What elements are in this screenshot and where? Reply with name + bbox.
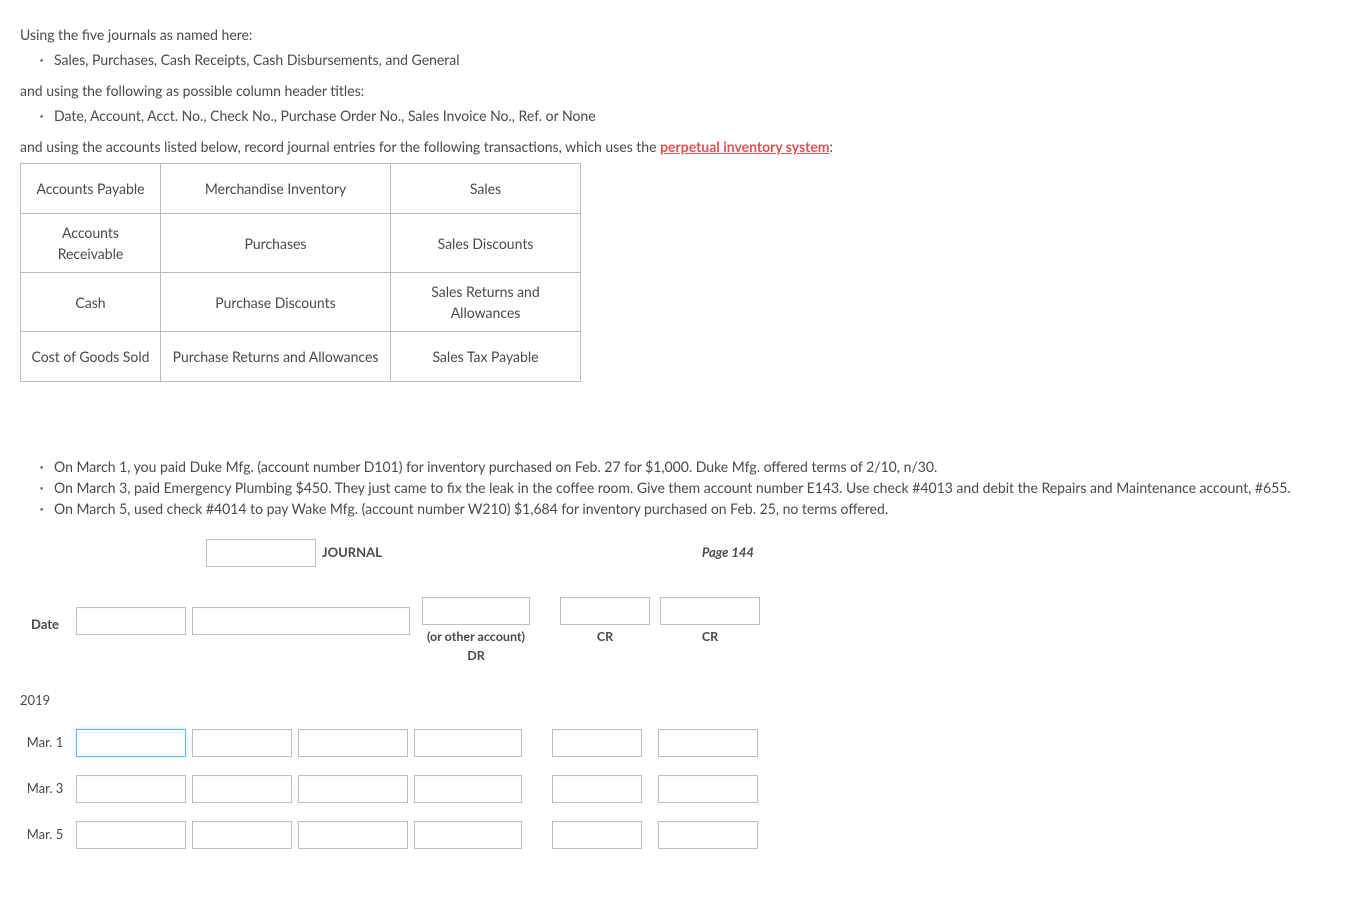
accounts-table: Accounts Payable Merchandise Inventory S… [20, 163, 581, 382]
perpetual-inventory-link[interactable]: perpetual inventory system [660, 138, 829, 155]
row1-col5-input[interactable] [552, 729, 642, 757]
transactions-list: On March 1, you paid Duke Mfg. (account … [20, 456, 1331, 519]
row2-col5-input[interactable] [552, 775, 642, 803]
date-header-label: Date [31, 616, 59, 632]
row3-col2-input[interactable] [192, 821, 292, 849]
col-header-input-1[interactable] [76, 607, 186, 635]
row1-col3-input[interactable] [298, 729, 408, 757]
journal-row: Mar. 3 [20, 775, 1331, 803]
journal-page-label: Page 144 [702, 543, 754, 563]
accounts-cell: Purchases [161, 214, 391, 273]
intro-bullet-list-2: Date, Account, Acct. No., Check No., Pur… [20, 105, 1331, 126]
row2-col1-input[interactable] [76, 775, 186, 803]
row3-col4-input[interactable] [414, 821, 522, 849]
transaction-item: On March 3, paid Emergency Plumbing $450… [40, 477, 1331, 498]
accounts-cell: Sales Tax Payable [391, 332, 581, 382]
row-date-label: Mar. 3 [20, 779, 70, 799]
row2-col3-input[interactable] [298, 775, 408, 803]
journal-row: Mar. 5 [20, 821, 1331, 849]
accounts-cell: Purchase Discounts [161, 273, 391, 332]
intro-bullet-1: Sales, Purchases, Cash Receipts, Cash Di… [40, 49, 1331, 70]
year-label: 2019 [20, 691, 70, 711]
accounts-cell: Sales [391, 164, 581, 214]
row1-col1-input[interactable] [76, 729, 186, 757]
intro-line-3: and using the accounts listed below, rec… [20, 136, 1331, 157]
col-header-input-3[interactable] [422, 597, 530, 625]
accounts-cell: Accounts Payable [21, 164, 161, 214]
col-header-input-5[interactable] [660, 597, 760, 625]
journal-title-label: JOURNAL [322, 543, 382, 563]
row1-col6-input[interactable] [658, 729, 758, 757]
intro-bullet-list-1: Sales, Purchases, Cash Receipts, Cash Di… [20, 49, 1331, 70]
transaction-item: On March 5, used check #4014 to pay Wake… [40, 498, 1331, 519]
row3-col3-input[interactable] [298, 821, 408, 849]
intro-line-2: and using the following as possible colu… [20, 80, 1331, 101]
col4-sublabel-2: DR [467, 648, 485, 663]
col4-sublabel-1: (or other account) [427, 629, 525, 644]
col-header-input-4[interactable] [560, 597, 650, 625]
accounts-cell: Accounts Receivable [21, 214, 161, 273]
journal-row: Mar. 1 [20, 729, 1331, 757]
row3-col6-input[interactable] [658, 821, 758, 849]
row2-col6-input[interactable] [658, 775, 758, 803]
accounts-cell: Cost of Goods Sold [21, 332, 161, 382]
accounts-cell: Purchase Returns and Allowances [161, 332, 391, 382]
transaction-item: On March 1, you paid Duke Mfg. (account … [40, 456, 1331, 477]
journal-title-input[interactable] [206, 539, 316, 567]
col5-label: CR [597, 629, 613, 644]
accounts-cell: Cash [21, 273, 161, 332]
col6-label: CR [702, 629, 718, 644]
accounts-cell: Sales Returns and Allowances [391, 273, 581, 332]
row3-col1-input[interactable] [76, 821, 186, 849]
journal-section: JOURNAL Page 144 Date (or other account)… [20, 539, 1331, 849]
col-header-input-2[interactable] [192, 607, 410, 635]
intro-bullet-2: Date, Account, Acct. No., Check No., Pur… [40, 105, 1331, 126]
accounts-cell: Merchandise Inventory [161, 164, 391, 214]
row1-col2-input[interactable] [192, 729, 292, 757]
row3-col5-input[interactable] [552, 821, 642, 849]
row1-col4-input[interactable] [414, 729, 522, 757]
row-date-label: Mar. 5 [20, 825, 70, 845]
accounts-cell: Sales Discounts [391, 214, 581, 273]
row2-col2-input[interactable] [192, 775, 292, 803]
row2-col4-input[interactable] [414, 775, 522, 803]
intro-line-1: Using the five journals as named here: [20, 24, 1331, 45]
row-date-label: Mar. 1 [20, 733, 70, 753]
